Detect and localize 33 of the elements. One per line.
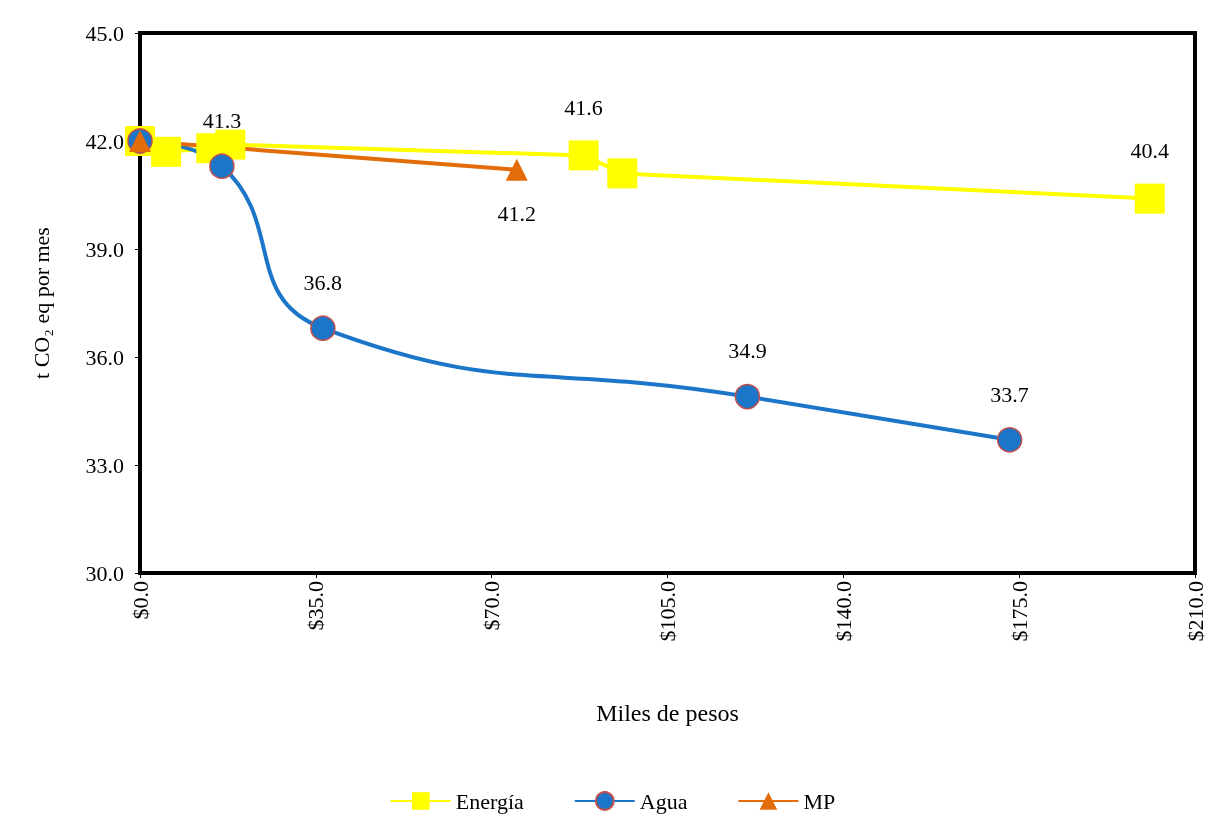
x-tick-label: $35.0: [303, 581, 329, 631]
y-tick-label: 33.0: [85, 452, 124, 478]
y-tick-label: 30.0: [85, 560, 124, 586]
legend-label: Agua: [639, 788, 688, 814]
point: [151, 136, 182, 167]
y-tick-label: 36.0: [85, 344, 124, 370]
legend-label: Energía: [455, 788, 525, 814]
point: [996, 427, 1023, 453]
x-tick-label: $105.0: [655, 581, 680, 642]
point: [310, 315, 336, 341]
point: [209, 153, 235, 179]
point: [607, 158, 638, 189]
x-tick-label: $175.0: [1006, 581, 1032, 642]
y-tick-label: 45.0: [85, 20, 124, 46]
data-label: 33.7: [990, 381, 1029, 407]
y-axis-title: t CO₂ eq por mes: [28, 227, 54, 379]
point: [734, 383, 761, 410]
legend-label: MP: [803, 788, 836, 814]
x-tick-label: $210.0: [1182, 581, 1208, 642]
x-tick-label: $140.0: [830, 581, 856, 642]
data-label: 41.2: [497, 201, 537, 227]
point: [568, 140, 599, 171]
data-label: 34.9: [728, 338, 767, 364]
x-tick-label: $0.0: [127, 581, 153, 620]
point: [1134, 183, 1165, 214]
x-tick-label: $70.0: [479, 581, 505, 631]
data-label: 40.4: [1130, 138, 1170, 164]
data-label: 41.6: [564, 94, 603, 120]
data-label: 41.3: [202, 107, 242, 133]
y-tick-label: 39.0: [85, 236, 124, 262]
y-tick-label: 42.0: [85, 128, 124, 154]
data-label: 36.8: [303, 269, 343, 295]
x-axis-title: Miles de pesos: [596, 700, 739, 726]
